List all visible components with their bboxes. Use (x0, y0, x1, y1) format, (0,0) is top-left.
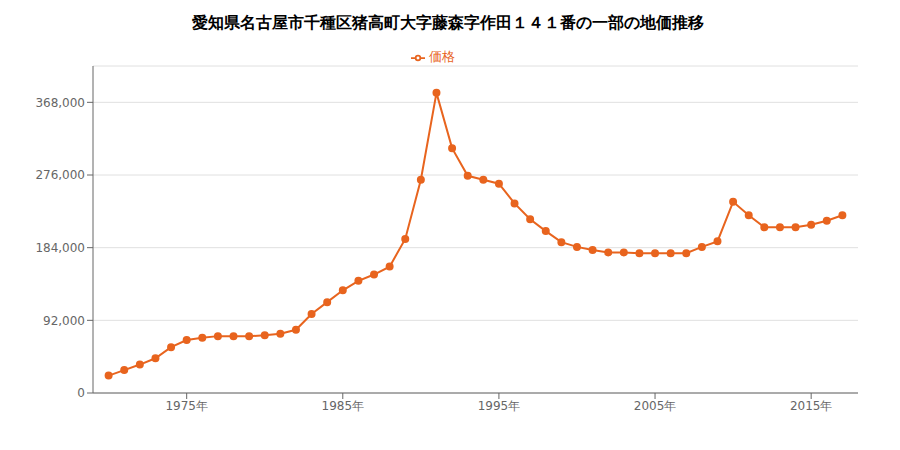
svg-text:0: 0 (77, 386, 85, 400)
svg-text:184,000: 184,000 (35, 241, 85, 255)
svg-text:1985年: 1985年 (322, 399, 365, 413)
svg-text:1975年: 1975年 (165, 399, 208, 413)
svg-text:1995年: 1995年 (478, 399, 521, 413)
svg-text:2005年: 2005年 (634, 399, 677, 413)
html-text:愛知県名古屋市千種区猪高町大字藤森字作田１４１番の一部の地価: 愛知県名古屋市千種区猪高町大字藤森字作田１４１番の一部の地価推移 (192, 13, 704, 32)
svg-text:276,000: 276,000 (35, 168, 85, 182)
svg-text:92,000: 92,000 (43, 314, 85, 328)
svg-text:2015年: 2015年 (790, 399, 833, 413)
svg-text:368,000: 368,000 (35, 96, 85, 110)
html-text:価格: 価格 (429, 49, 455, 64)
